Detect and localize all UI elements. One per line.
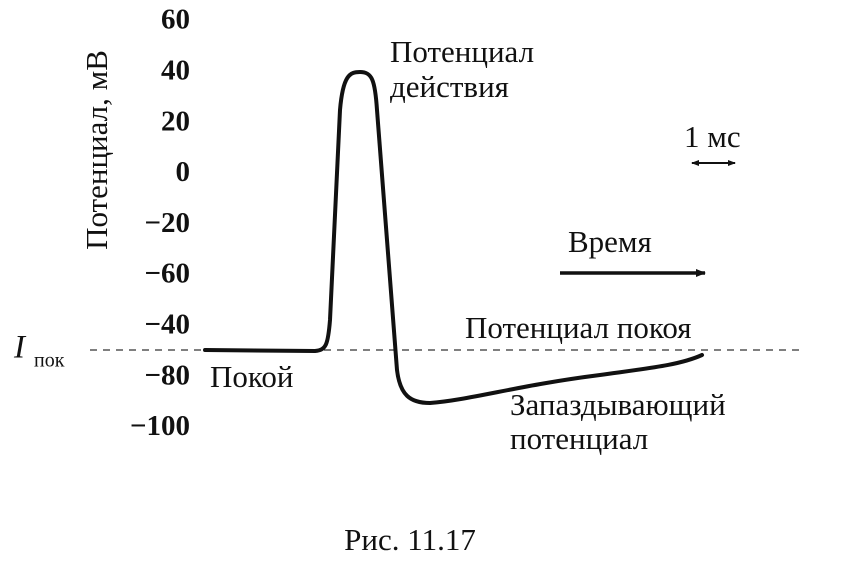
y-tick-label: 20 bbox=[161, 105, 190, 137]
y-tick-label: 0 bbox=[176, 156, 191, 188]
annotation: Потенциал bbox=[390, 34, 534, 69]
y-tick-label: −80 bbox=[144, 359, 190, 391]
annotation: 1 мс bbox=[684, 119, 741, 154]
annotation: потенциал bbox=[510, 421, 648, 456]
y-tick-label: 40 bbox=[161, 54, 190, 86]
y-tick-label: −40 bbox=[144, 308, 190, 340]
annotation: Время bbox=[568, 224, 652, 259]
y-axis-label: Потенциал, мВ bbox=[79, 50, 114, 250]
rest-symbol-subscript: пок bbox=[34, 350, 65, 372]
potential-curve bbox=[203, 70, 704, 405]
rest-symbol: I bbox=[13, 330, 27, 366]
annotation: Запаздывающий bbox=[510, 387, 726, 422]
annotation: Потенциал покоя bbox=[465, 310, 692, 345]
y-ticks: 60 40 20 0 −20 −60 −40 −80 −100 bbox=[130, 4, 190, 442]
y-tick-label: −100 bbox=[130, 410, 190, 442]
annotation: Покой bbox=[210, 359, 293, 394]
caption: Рис. 11.17 bbox=[344, 522, 476, 557]
annotation: действия bbox=[390, 69, 509, 104]
y-tick-label: −20 bbox=[144, 207, 190, 239]
y-tick-label: −60 bbox=[144, 258, 190, 290]
y-tick-label: 60 bbox=[161, 4, 190, 36]
